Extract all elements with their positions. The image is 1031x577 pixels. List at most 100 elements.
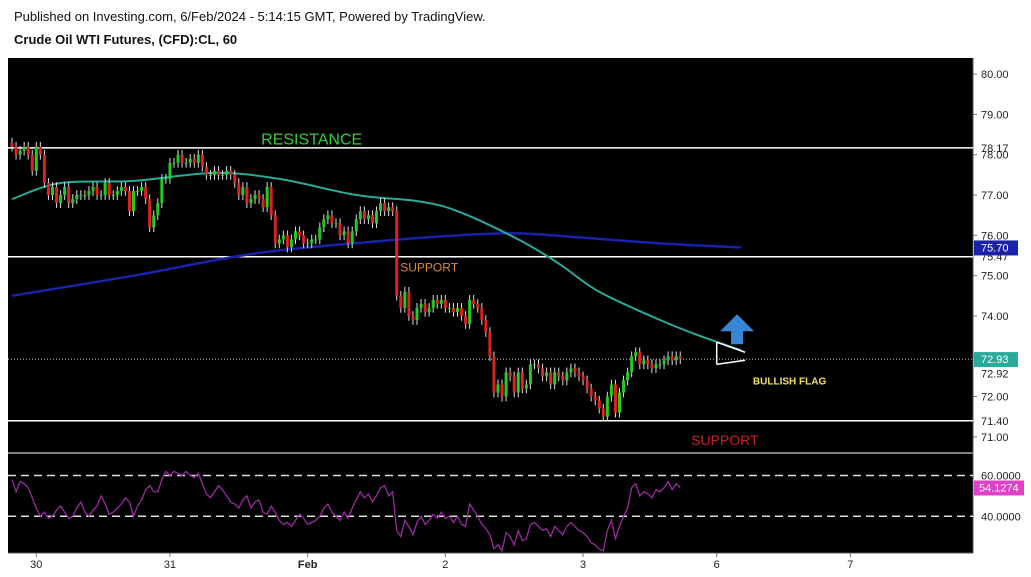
candle-body [26, 146, 30, 155]
rsi-value-label: 54.1274 [979, 482, 1019, 494]
candle-body [476, 303, 480, 308]
price-badge-label: 72.93 [981, 354, 1009, 366]
candle-body [500, 384, 504, 397]
level-price-label: 71.40 [981, 416, 1009, 428]
candle-body [658, 364, 662, 366]
candle-body [34, 146, 38, 171]
candle-body [245, 186, 249, 204]
price-badge-label: 72.92 [981, 368, 1009, 380]
candle-body [609, 384, 613, 397]
price-tick-label: 78.00 [981, 150, 1009, 162]
candle-body [22, 146, 26, 151]
candle-body [148, 199, 152, 228]
candle-body [447, 307, 451, 309]
candle-body [289, 239, 293, 248]
candle-body [115, 191, 119, 196]
candle-body [646, 360, 650, 365]
price-badges: 75.70 72.93 72.92 [974, 240, 1018, 380]
candle-body [484, 319, 488, 333]
candle-body [196, 154, 200, 163]
candle-body [237, 182, 241, 196]
flag-lower-line [716, 359, 746, 366]
candle-body [314, 239, 318, 241]
candle-body [439, 299, 443, 304]
candle-body [597, 400, 601, 409]
time-axis: 30 31 Feb 2 3 6 7 [30, 553, 853, 571]
candle-body [662, 360, 666, 365]
price-tick-label: 76.00 [981, 230, 1009, 242]
candle-body [395, 211, 399, 296]
candle-body [435, 299, 439, 304]
candle-body [520, 372, 524, 389]
rsi-tick-label: 60.0000 [981, 470, 1021, 482]
candle-body [249, 199, 253, 204]
candle-body [257, 195, 261, 200]
candle-body [468, 299, 472, 325]
rsi-line [11, 470, 681, 553]
candle-body [310, 239, 314, 244]
candle-body [358, 211, 362, 220]
candle-body [253, 195, 257, 200]
candle-body [423, 303, 427, 312]
candle-body [241, 186, 245, 196]
candle-body [443, 299, 447, 308]
candle-body [670, 356, 674, 361]
time-tick-label: 31 [164, 559, 176, 571]
candle-body [480, 307, 484, 320]
candle-body [638, 352, 642, 365]
candle-body [504, 372, 508, 397]
candle-body [140, 186, 144, 192]
candle-body [99, 195, 103, 197]
candle-body [338, 223, 342, 236]
candle-body [541, 368, 545, 377]
annotations: RESISTANCE SUPPORT SUPPORT BULLISH FLAG [261, 132, 826, 448]
candle-body [156, 203, 160, 216]
time-tick-label: Feb [298, 559, 318, 571]
price-tick-label: 75.00 [981, 271, 1009, 283]
candle-body [184, 162, 188, 164]
candle-body [630, 356, 634, 373]
candle-body [132, 191, 135, 212]
candle-body [51, 186, 54, 196]
candle-body [666, 356, 670, 361]
candle-body [451, 307, 455, 312]
candle-body [415, 307, 419, 320]
candle-body [334, 223, 338, 225]
candle-body [71, 199, 75, 204]
candle-body [302, 235, 306, 244]
candle-body [427, 307, 431, 312]
candle-body [577, 372, 581, 377]
candle-body [269, 186, 273, 216]
candle-body [200, 154, 204, 167]
candle-body [654, 364, 658, 369]
bullish-flag-label: BULLISH FLAG [753, 376, 827, 387]
candle-body [152, 215, 156, 228]
bullish-flag-pattern [715, 314, 755, 366]
candle-body [678, 356, 682, 360]
candle-body [601, 408, 605, 417]
candle-body [354, 219, 358, 232]
time-tick-label: 6 [714, 559, 720, 571]
candle-body [622, 380, 626, 393]
candle-body [387, 207, 391, 212]
candle-body [83, 195, 87, 197]
candle-body [419, 303, 423, 308]
candle-body [411, 315, 415, 320]
candle-body [46, 182, 50, 196]
candle-body [281, 235, 285, 240]
candle-body [585, 380, 589, 389]
candle-body [545, 372, 549, 377]
rsi-tick-label: 40.0000 [981, 511, 1021, 523]
candle-body [456, 307, 459, 312]
candle-body [330, 215, 334, 224]
candle-body [59, 195, 63, 204]
candle-body [30, 154, 34, 171]
candle-body [634, 352, 638, 357]
candle-body [204, 166, 208, 175]
candle-body [160, 178, 164, 204]
candle-body [553, 372, 557, 385]
candle-body [379, 203, 383, 212]
candle-body [176, 154, 180, 163]
